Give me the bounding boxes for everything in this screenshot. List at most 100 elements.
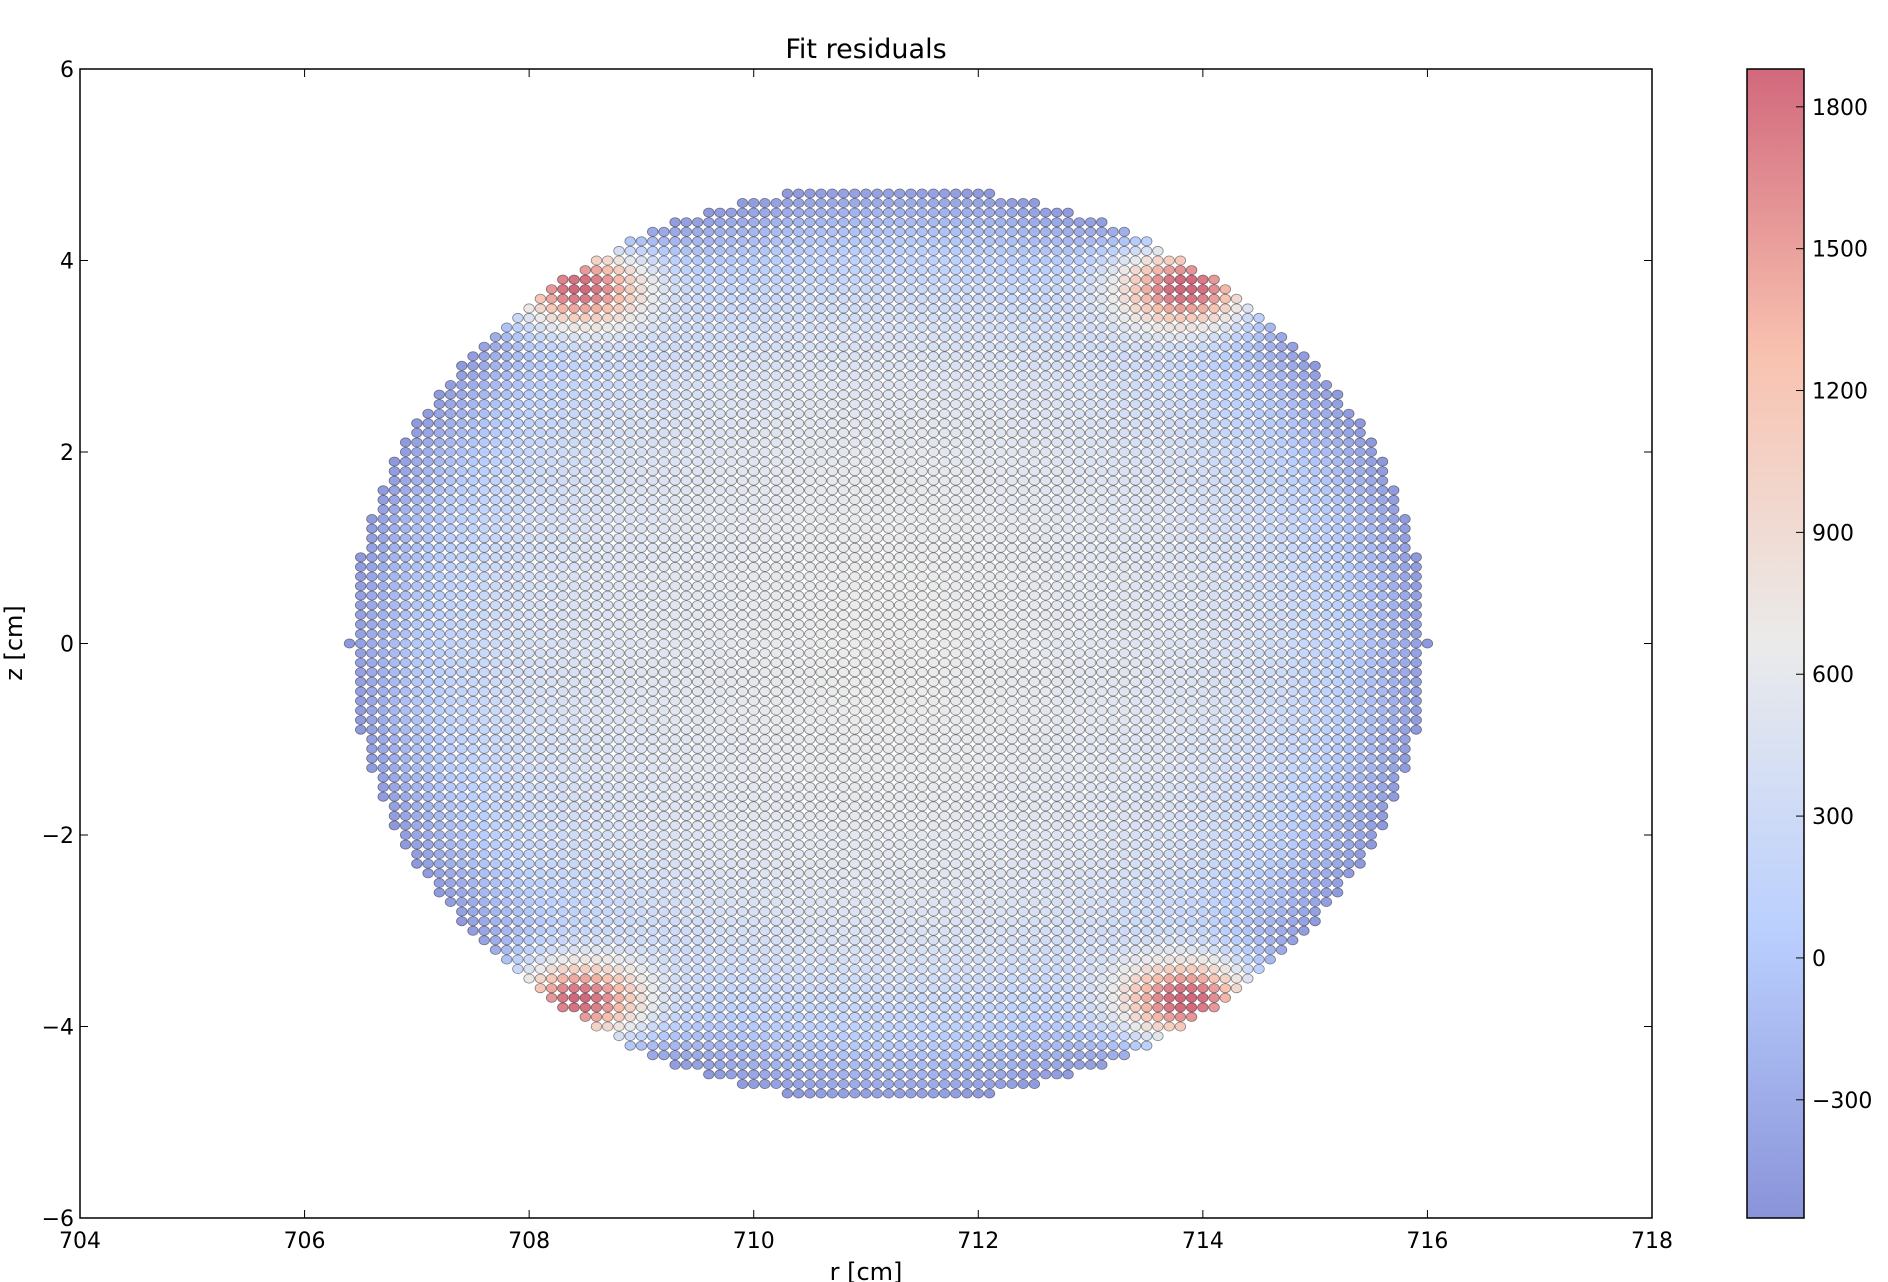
- scatter-point: [635, 695, 648, 706]
- scatter-point: [759, 695, 771, 706]
- scatter-point: [1073, 638, 1086, 649]
- scatter-point: [815, 887, 827, 898]
- scatter-point: [388, 561, 401, 572]
- scatter-point: [871, 791, 883, 802]
- scatter-point: [1062, 935, 1074, 946]
- scatter-point: [815, 1050, 827, 1061]
- scatter-point: [748, 1069, 760, 1080]
- scatter-point: [590, 667, 603, 678]
- scatter-point: [1208, 715, 1220, 726]
- scatter-point: [905, 542, 917, 553]
- scatter-point: [927, 628, 940, 639]
- scatter-point: [568, 810, 580, 821]
- scatter-point: [1152, 763, 1164, 774]
- scatter-point: [1062, 743, 1074, 754]
- scatter-point: [680, 1059, 693, 1070]
- scatter-point: [972, 676, 985, 687]
- scatter-point: [1331, 571, 1344, 582]
- scatter-point: [1062, 533, 1074, 544]
- scatter-point: [1017, 523, 1029, 534]
- scatter-point: [1107, 992, 1119, 1003]
- scatter-point: [545, 705, 558, 716]
- scatter-point: [1129, 992, 1142, 1003]
- scatter-point: [1028, 504, 1041, 515]
- scatter-point: [1017, 877, 1029, 888]
- scatter-point: [1152, 571, 1164, 582]
- scatter-point: [467, 657, 479, 668]
- scatter-point: [613, 973, 625, 984]
- scatter-point: [1399, 724, 1411, 735]
- scatter-point: [1230, 906, 1243, 917]
- scatter-point: [1410, 590, 1422, 601]
- scatter-point: [624, 561, 636, 572]
- scatter-point: [1073, 552, 1086, 563]
- scatter-point: [714, 925, 726, 936]
- scatter-point: [871, 849, 883, 860]
- scatter-point: [759, 743, 771, 754]
- scatter-point: [613, 533, 625, 544]
- scatter-point: [1197, 581, 1209, 592]
- scatter-point: [388, 648, 401, 659]
- scatter-point: [714, 533, 726, 544]
- scatter-point: [1096, 954, 1108, 965]
- scatter-point: [1343, 734, 1355, 745]
- scatter-point: [1118, 772, 1131, 783]
- scatter-point: [1028, 609, 1041, 620]
- scatter-point: [568, 763, 580, 774]
- scatter-point: [444, 695, 457, 706]
- scatter-point: [557, 494, 569, 505]
- scatter-point: [557, 533, 569, 544]
- scatter-point: [748, 523, 760, 534]
- scatter-point: [781, 504, 794, 515]
- scatter-point: [568, 561, 580, 572]
- scatter-point: [770, 944, 782, 955]
- scatter-point: [680, 916, 693, 927]
- scatter-point: [1376, 715, 1389, 726]
- scatter-point: [1230, 561, 1243, 572]
- scatter-point: [826, 887, 839, 898]
- scatter-point: [1219, 715, 1232, 726]
- scatter-point: [1073, 772, 1086, 783]
- scatter-point: [927, 533, 940, 544]
- scatter-point: [669, 571, 681, 582]
- scatter-point: [1286, 705, 1299, 716]
- scatter-point: [1096, 810, 1108, 821]
- scatter-point: [1320, 724, 1333, 735]
- scatter-point: [691, 724, 704, 735]
- scatter-point: [759, 504, 771, 515]
- scatter-point: [1028, 992, 1041, 1003]
- scatter-point: [489, 705, 502, 716]
- scatter-point: [545, 590, 558, 601]
- scatter-point: [568, 753, 580, 764]
- scatter-point: [534, 695, 547, 706]
- scatter-point: [961, 552, 973, 563]
- scatter-point: [1331, 638, 1344, 649]
- scatter-point: [1298, 858, 1310, 869]
- scatter-point: [1354, 628, 1366, 639]
- scatter-point: [501, 810, 513, 821]
- scatter-point: [916, 619, 928, 630]
- scatter-point: [444, 897, 457, 908]
- scatter-point: [849, 906, 861, 917]
- scatter-point: [1028, 801, 1041, 812]
- scatter-point: [1129, 935, 1142, 946]
- scatter-point: [1275, 772, 1288, 783]
- scatter-point: [456, 514, 468, 525]
- scatter-point: [1096, 1031, 1108, 1042]
- scatter-point: [1096, 571, 1108, 582]
- scatter-point: [1129, 628, 1142, 639]
- scatter-point: [1140, 514, 1153, 525]
- scatter-point: [927, 1059, 940, 1070]
- scatter-point: [995, 973, 1007, 984]
- scatter-point: [1118, 561, 1131, 572]
- scatter-point: [1320, 695, 1333, 706]
- scatter-point: [770, 935, 782, 946]
- scatter-point: [1309, 504, 1321, 515]
- scatter-point: [557, 514, 569, 525]
- scatter-point: [961, 1021, 973, 1032]
- scatter-point: [703, 791, 715, 802]
- scatter-point: [1163, 667, 1175, 678]
- scatter-point: [557, 782, 569, 793]
- scatter-point: [894, 973, 906, 984]
- scatter-point: [1376, 810, 1389, 821]
